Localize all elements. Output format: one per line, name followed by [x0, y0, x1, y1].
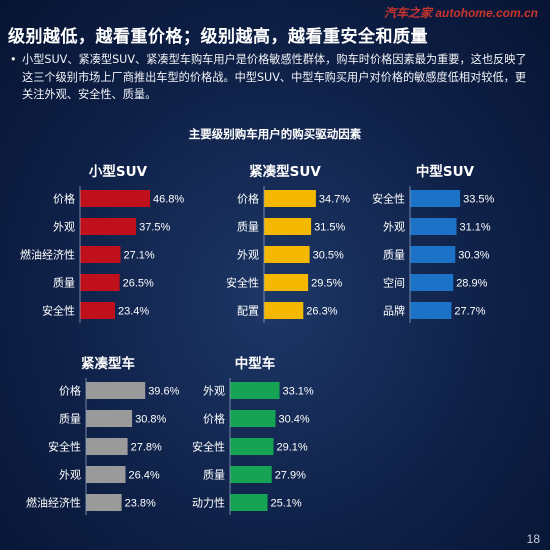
category-label: 质量	[237, 221, 259, 234]
watermark: 汽车之家 autohome.com.cn	[383, 6, 538, 20]
bar	[264, 274, 309, 291]
category-label: 外观	[53, 221, 75, 234]
bar-chart-small-suv: 价格 46.8% 外观 37.5% 燃油经济性 27.1% 质量 26.5% 安全性 23.4%	[20, 186, 184, 323]
category-label: 品牌	[383, 304, 405, 318]
bar	[230, 466, 272, 483]
category-label: 价格	[59, 384, 81, 398]
category-label: 价格	[203, 412, 225, 426]
value-label: 30.3%	[458, 250, 489, 262]
value-label: 28.9%	[456, 278, 487, 290]
category-label: 安全性	[48, 440, 81, 454]
category-label: 质量	[203, 469, 225, 482]
chart-title: 小型SUV	[88, 164, 148, 180]
value-label: 31.5%	[314, 222, 345, 234]
bar	[410, 246, 456, 263]
category-label: 外观	[203, 385, 225, 398]
bar	[230, 410, 276, 427]
section-subtitle: 主要级别购车用户的购买驱动因素	[188, 127, 362, 141]
bar	[80, 190, 150, 207]
chart-title: 中型车	[234, 356, 276, 372]
bar	[80, 218, 137, 235]
value-label: 29.5%	[311, 278, 342, 290]
category-label: 质量	[53, 277, 75, 290]
value-label: 39.6%	[148, 386, 179, 398]
bar	[264, 190, 316, 207]
value-label: 23.8%	[125, 498, 156, 510]
value-label: 33.5%	[463, 194, 494, 206]
category-label: 安全性	[42, 304, 75, 318]
value-label: 27.8%	[131, 442, 162, 454]
category-label: 质量	[383, 249, 405, 262]
category-label: 安全性	[192, 440, 225, 454]
chart-title: 中型SUV	[415, 164, 475, 180]
bar	[230, 382, 280, 399]
bar	[264, 302, 304, 319]
value-label: 26.5%	[123, 278, 154, 290]
value-label: 26.3%	[306, 306, 337, 318]
value-label: 27.7%	[454, 306, 485, 318]
bar	[86, 410, 133, 427]
chart-compact-suv: 紧凑型SUV 价格 34.7% 质量 31.5% 外观 30.5% 安全性 29.5% 配置 26…	[190, 160, 380, 340]
chart-midsize-car: 中型车 外观 33.1% 价格 30.4% 安全性 29.1% 质量 27.9% 动力性 25.1…	[160, 352, 350, 532]
category-label: 价格	[53, 192, 75, 206]
bar	[230, 438, 274, 455]
value-label: 25.1%	[271, 498, 302, 510]
bar	[86, 382, 146, 399]
value-label: 30.4%	[279, 414, 310, 426]
category-label: 燃油经济性	[20, 248, 75, 262]
chart-compact-car: 紧凑型车 价格 39.6% 质量 30.8% 安全性 27.8% 外观 26.4% 燃油经济性 2…	[8, 352, 198, 532]
bar	[86, 438, 128, 455]
value-label: 46.8%	[153, 194, 184, 206]
category-label: 质量	[59, 413, 81, 426]
category-label: 安全性	[372, 192, 405, 206]
value-label: 27.1%	[124, 250, 155, 262]
category-label: 燃油经济性	[26, 496, 81, 510]
category-label: 外观	[59, 469, 81, 482]
bullet-paragraph: • 小型SUV、紧凑型SUV、紧凑型车购车用户是价格敏感性群体，购车时价格因素最…	[8, 51, 536, 104]
value-label: 33.1%	[283, 386, 314, 398]
value-label: 30.5%	[313, 250, 344, 262]
category-label: 空间	[383, 276, 405, 290]
bar	[264, 218, 312, 235]
value-label: 31.1%	[460, 222, 491, 234]
bar-chart-midsize-suv: 安全性 33.5% 外观 31.1% 质量 30.3% 空间 28.9% 品牌 27.7%	[372, 186, 495, 323]
chart-title: 紧凑型SUV	[249, 164, 321, 180]
category-label: 动力性	[192, 496, 225, 510]
value-label: 37.5%	[139, 222, 170, 234]
bar	[86, 466, 126, 483]
bar	[80, 246, 121, 263]
category-label: 外观	[237, 249, 259, 262]
value-label: 29.1%	[277, 442, 308, 454]
value-label: 30.8%	[135, 414, 166, 426]
bar	[80, 274, 120, 291]
page-number: 18	[526, 532, 540, 546]
page-title: 级别越低，越看重价格；级别越高，越看重安全和质量	[8, 27, 428, 47]
bar	[410, 218, 457, 235]
chart-midsize-suv: 中型SUV 安全性 33.5% 外观 31.1% 质量 30.3% 空间 28.9% 品牌 27.…	[350, 160, 540, 340]
bar	[230, 494, 268, 511]
value-label: 26.4%	[129, 470, 160, 482]
value-label: 34.7%	[319, 194, 350, 206]
value-label: 27.9%	[275, 470, 306, 482]
bar	[264, 246, 310, 263]
category-label: 价格	[237, 192, 259, 206]
bar-chart-compact-suv: 价格 34.7% 质量 31.5% 外观 30.5% 安全性 29.5% 配置 26.3%	[226, 186, 350, 323]
bar	[410, 274, 454, 291]
bar-chart-midsize-car: 外观 33.1% 价格 30.4% 安全性 29.1% 质量 27.9% 动力性 25.1%	[192, 378, 314, 515]
value-label: 23.4%	[118, 306, 149, 318]
bullet-text: 小型SUV、紧凑型SUV、紧凑型车购车用户是价格敏感性群体，购车时价格因素最为重…	[22, 53, 527, 101]
bar-chart-compact-car: 价格 39.6% 质量 30.8% 安全性 27.8% 外观 26.4% 燃油经济性 23.8%	[26, 378, 180, 515]
bar	[86, 494, 122, 511]
bar	[80, 302, 115, 319]
chart-small-suv: 小型SUV 价格 46.8% 外观 37.5% 燃油经济性 27.1% 质量 26.5% 安全性…	[8, 160, 198, 340]
category-label: 外观	[383, 221, 405, 234]
category-label: 配置	[237, 305, 259, 318]
category-label: 安全性	[226, 276, 259, 290]
chart-title: 紧凑型车	[81, 356, 135, 372]
bar	[410, 190, 461, 207]
bar	[410, 302, 452, 319]
bullet-marker: •	[10, 53, 17, 66]
